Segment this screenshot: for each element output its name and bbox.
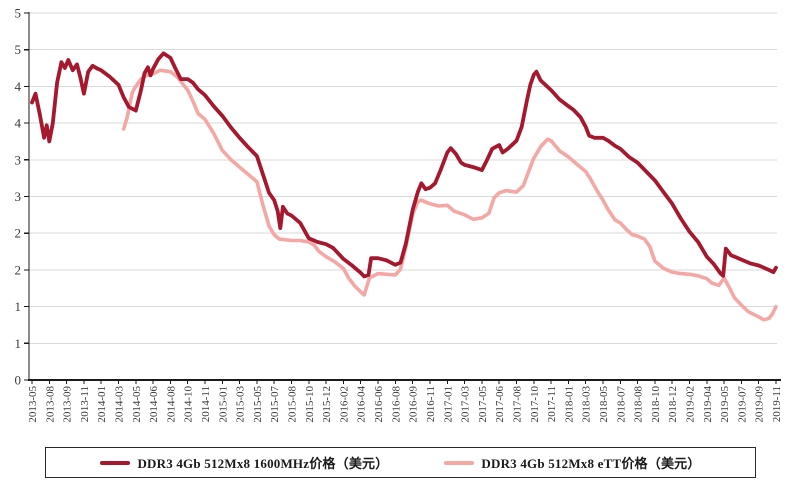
y-axis-label: 3 xyxy=(15,152,22,167)
y-axis-label: 3 xyxy=(15,189,22,204)
y-axis-label: 1 xyxy=(15,336,22,351)
legend-label-1600mhz: DDR3 4Gb 512Mx8 1600MHz价格（美元） xyxy=(137,456,389,471)
x-axis-label: 2019-02 xyxy=(684,386,696,423)
x-axis-label: 2013-05 xyxy=(27,386,39,423)
series-line-ddr3-1600mhz xyxy=(30,51,778,279)
x-axis-label: 2017-05 xyxy=(477,386,489,423)
x-axis-label: 2018-05 xyxy=(598,386,610,423)
y-axis-label: 2 xyxy=(15,262,22,277)
x-axis-label: 2013-09 xyxy=(62,386,74,423)
x-axis-label: 2019-09 xyxy=(754,386,766,423)
y-axis-label: 5 xyxy=(15,42,22,57)
x-axis-label: 2015-10 xyxy=(304,386,316,423)
legend-item-1600mhz: DDR3 4Gb 512Mx8 1600MHz价格（美元） xyxy=(100,453,388,472)
legend-item-ett: DDR3 4Gb 512Mx8 eTT价格（美元） xyxy=(444,453,700,472)
x-axis-label: 2019-04 xyxy=(702,386,714,423)
x-axis-label: 2014-08 xyxy=(165,386,177,423)
x-axis-label: 2014-03 xyxy=(114,386,126,423)
x-axis-label: 2015-07 xyxy=(269,386,281,423)
x-axis-label: 2013-08 xyxy=(44,386,56,423)
series-line-ddr3-ett xyxy=(121,68,778,322)
x-axis-label: 2019-07 xyxy=(736,386,748,423)
x-axis-label: 2019-05 xyxy=(719,386,731,423)
x-axis-label: 2017-10 xyxy=(529,386,541,423)
x-axis-label: 2015-08 xyxy=(287,386,299,423)
x-axis-label: 2014-05 xyxy=(131,386,143,423)
y-axis-label: 4 xyxy=(15,116,22,131)
price-line-chart: 5 5 4 4 3 3 2 2 1 1 0 2013-05 2013-08 2013-09 2013-11 2… xyxy=(15,6,784,423)
y-axis-label: 4 xyxy=(15,79,22,94)
x-axis-label: 2019-11 xyxy=(771,386,783,422)
x-axis-label: 2016-08 xyxy=(390,386,402,423)
x-axis-label: 2013-11 xyxy=(79,386,91,422)
x-axis-label: 2016-02 xyxy=(338,386,350,423)
x-axis-label: 2018-03 xyxy=(581,386,593,423)
x-axis-label: 2018-10 xyxy=(650,386,662,423)
y-axis-label: 1 xyxy=(15,299,22,314)
series-ett-swatch xyxy=(444,460,475,465)
x-axis-label: 2014-01 xyxy=(96,386,108,423)
x-axis-label: 2015-03 xyxy=(235,386,247,423)
x-axis-label: 2017-01 xyxy=(442,386,454,423)
x-axis-label: 2017-06 xyxy=(494,386,506,423)
x-axis-label: 2015-05 xyxy=(252,386,264,423)
x-axis-label: 2016-04 xyxy=(356,386,368,423)
y-axis-label: 0 xyxy=(15,373,22,388)
x-axis-label: 2016-11 xyxy=(425,386,437,422)
x-axis-label: 2017-11 xyxy=(546,386,558,422)
x-axis-label: 2017-08 xyxy=(511,386,523,423)
y-axis-label: 5 xyxy=(15,6,22,21)
legend: DDR3 4Gb 512Mx8 1600MHz价格（美元） DDR3 4Gb 5… xyxy=(45,447,756,478)
series-1600mhz-swatch xyxy=(100,460,131,465)
x-axis-label: 2017-03 xyxy=(460,386,472,423)
x-axis-label: 2016-09 xyxy=(408,386,420,423)
x-axis-label: 2018-07 xyxy=(615,386,627,423)
x-axis-label: 2015-12 xyxy=(321,386,333,423)
x-axis-label: 2014-10 xyxy=(183,386,195,423)
x-axis-label: 2014-06 xyxy=(148,386,160,423)
x-axis-label: 2016-06 xyxy=(373,386,385,423)
x-axis-label: 2015-01 xyxy=(217,386,229,423)
x-axis-label: 2018-08 xyxy=(633,386,645,423)
x-axis-label: 2018-12 xyxy=(667,386,679,423)
y-axis-label: 2 xyxy=(15,226,22,241)
x-axis-label: 2018-01 xyxy=(563,386,575,423)
chart-canvas: 5 5 4 4 3 3 2 2 1 1 0 2013-05 2013-08 2013-09 2013-11 2… xyxy=(15,6,784,423)
legend-label-ett: DDR3 4Gb 512Mx8 eTT价格（美元） xyxy=(481,456,701,471)
x-axis-label: 2014-11 xyxy=(200,386,212,422)
